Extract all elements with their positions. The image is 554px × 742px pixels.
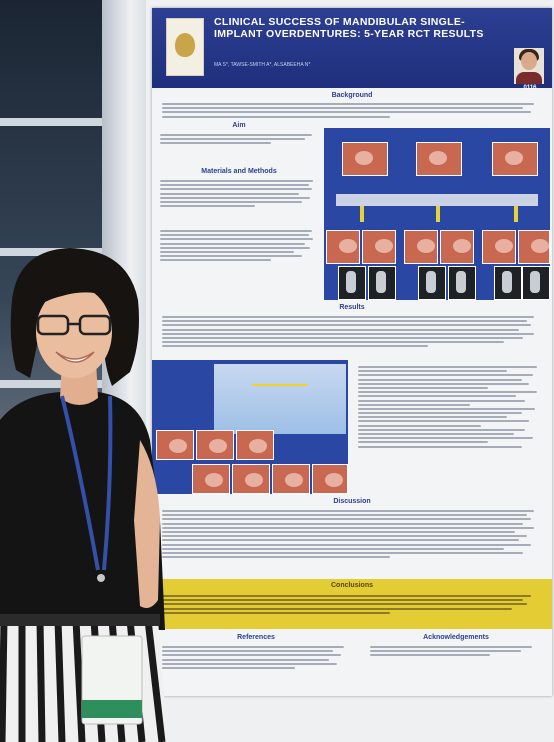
window-mullion [0,380,112,388]
discussion-text [162,510,542,560]
clinical-photo [518,230,550,264]
section-heading-references: References [237,634,275,641]
references-text [162,646,352,671]
clinical-photo [482,230,516,264]
results-list [358,366,544,450]
clinical-photo [196,430,234,460]
acknowledgements-text [370,646,542,659]
section-heading-results: Results [339,304,365,311]
section-heading-methods: Materials and Methods [201,168,277,175]
headshot-face [521,52,537,70]
xray-image [338,266,366,300]
clinical-photo [362,230,396,264]
section-heading-acknowledgements: Acknowledgements [423,634,489,641]
background-pillar [102,0,150,742]
clinical-photo [492,142,538,176]
clinical-photo [342,142,388,176]
window-mullion [0,248,112,256]
background-text [162,103,542,120]
timeline-arrow [360,206,364,222]
xray-image [522,266,550,300]
clinical-photo [236,430,274,460]
results-chart [214,364,346,434]
headshot-shirt [516,72,542,84]
clinical-photo [192,464,230,494]
results-figure-panel [152,360,348,494]
clinical-photo [404,230,438,264]
methods-text-2 [160,230,318,264]
clinical-photo [440,230,474,264]
chart-annotation [252,384,308,386]
university-logo [166,18,204,76]
clinical-photo [272,464,310,494]
section-heading-aim: Aim [232,122,246,129]
clinical-photo [312,464,348,494]
poster-title: CLINICAL SUCCESS OF MANDIBULAR SINGLE- I… [214,16,484,40]
xray-image [448,266,476,300]
study-timeline [336,194,538,206]
xray-image [418,266,446,300]
background-window [0,0,112,742]
conclusions-band: Conclusions [152,579,552,629]
clinical-photo [232,464,270,494]
research-poster: CLINICAL SUCCESS OF MANDIBULAR SINGLE- I… [152,8,552,696]
section-heading-discussion: Discussion [333,498,371,505]
presenter-headshot [514,48,544,84]
timeline-arrow [436,206,440,222]
xray-image [368,266,396,300]
results-text [162,316,542,350]
timeline-arrow [514,206,518,222]
poster-header: CLINICAL SUCCESS OF MANDIBULAR SINGLE- I… [152,8,552,91]
section-heading-conclusions: Conclusions [330,582,373,589]
poster-authors: MA S*, TAWSE-SMITH A*, ALSABEEHA N* [214,62,311,68]
xray-image [494,266,522,300]
clinical-photo [326,230,360,264]
conclusions-text [162,595,542,616]
aim-text [160,134,318,147]
methods-text [160,180,318,209]
clinical-photo [156,430,194,460]
clinical-photo [416,142,462,176]
window-mullion [0,118,112,126]
section-heading-background: Background [331,92,373,99]
poster-number: 0116 [523,85,537,91]
crest-icon [175,33,195,57]
methods-figure-panel [324,128,550,300]
